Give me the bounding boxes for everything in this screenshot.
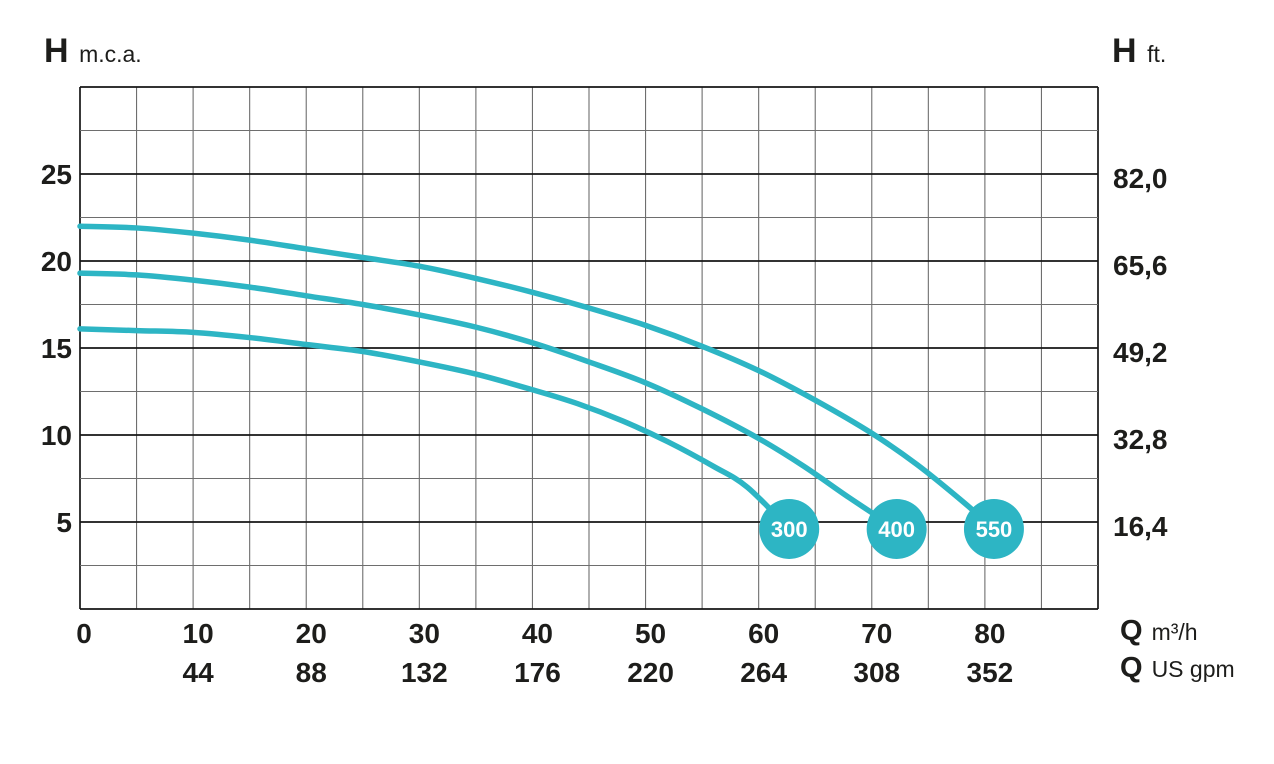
y-tick-mca-5: 5: [56, 507, 72, 538]
y-tick-ft-16,4: 16,4: [1113, 511, 1168, 542]
x-tick-m3h-40: 40: [522, 618, 553, 649]
x-tick-gpm-132: 132: [401, 657, 448, 688]
x-tick-gpm-88: 88: [296, 657, 327, 688]
model-badge-label-300: 300: [771, 517, 808, 542]
flow-unit-primary: m³/h: [1151, 619, 1198, 645]
y-tick-ft-49,2: 49,2: [1113, 337, 1168, 368]
x-tick-gpm-308: 308: [853, 657, 900, 688]
right-axis-symbol: H: [1112, 32, 1138, 70]
model-badge-400: [866, 498, 927, 559]
y-tick-ft-65,6: 65,6: [1113, 250, 1168, 281]
y-tick-mca-20: 20: [41, 246, 72, 277]
flow-symbol-secondary: Q: [1120, 652, 1143, 684]
x-tick-m3h-30: 30: [409, 618, 440, 649]
x-tick-gpm-44: 44: [183, 657, 215, 688]
model-badge-label-400: 400: [878, 517, 915, 542]
x-axis-title-primary: Q m³/h: [1120, 615, 1198, 648]
x-tick-m3h-50: 50: [635, 618, 666, 649]
x-tick-m3h-80: 80: [974, 618, 1005, 649]
x-tick-gpm-220: 220: [627, 657, 674, 688]
y-tick-ft-82,0: 82,0: [1113, 163, 1168, 194]
x-tick-m3h-60: 60: [748, 618, 779, 649]
flow-symbol-primary: Q: [1120, 615, 1143, 647]
model-badge-550: [963, 498, 1024, 559]
left-axis-symbol: H: [44, 32, 70, 70]
right-axis-unit: ft.: [1147, 41, 1167, 67]
left-axis-title: H m.c.a.: [44, 32, 142, 71]
x-tick-gpm-264: 264: [740, 657, 787, 688]
right-axis-title: H ft.: [1112, 32, 1166, 71]
x-tick-m3h-10: 10: [183, 618, 214, 649]
x-tick-m3h-0: 0: [76, 618, 92, 649]
left-axis-unit: m.c.a.: [79, 41, 142, 67]
x-tick-m3h-70: 70: [861, 618, 892, 649]
y-tick-mca-15: 15: [41, 333, 72, 364]
y-tick-mca-25: 25: [41, 159, 72, 190]
x-tick-gpm-352: 352: [967, 657, 1014, 688]
y-tick-mca-10: 10: [41, 420, 72, 451]
model-badge-label-550: 550: [976, 517, 1013, 542]
model-badge-300: [759, 498, 820, 559]
pump-curve-550: [77, 223, 997, 532]
pump-curve-300: [77, 326, 792, 532]
y-tick-ft-32,8: 32,8: [1113, 424, 1168, 455]
x-axis-title-secondary: Q US gpm: [1120, 652, 1235, 685]
x-tick-gpm-176: 176: [514, 657, 561, 688]
pump-curve-400: [77, 270, 900, 532]
x-tick-m3h-20: 20: [296, 618, 327, 649]
flow-unit-secondary: US gpm: [1151, 656, 1235, 682]
